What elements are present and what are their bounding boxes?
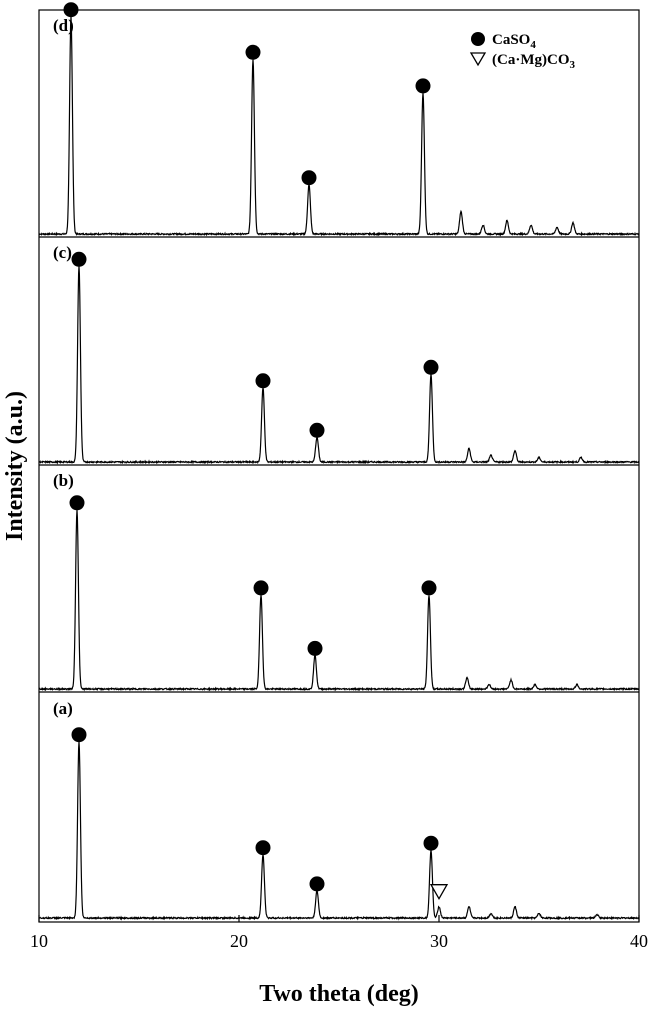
caso4-marker-c-2 bbox=[309, 422, 325, 438]
panel-label-c: (c) bbox=[53, 243, 72, 262]
caso4-marker-d-1 bbox=[245, 44, 261, 60]
x-tick-label-10: 10 bbox=[30, 931, 48, 951]
plot-frame bbox=[38, 9, 640, 923]
x-axis-title: Two theta (deg) bbox=[259, 981, 419, 1007]
caso4-marker-b-3 bbox=[421, 580, 437, 596]
series-line-c bbox=[38, 265, 640, 465]
caso4-marker-a-3 bbox=[423, 835, 439, 851]
series-line-a bbox=[38, 741, 640, 921]
trace-layer bbox=[38, 16, 640, 921]
tick-layer: 10 20 30 40 bbox=[30, 915, 648, 951]
caso4-marker-a-1 bbox=[255, 840, 271, 856]
caso4-marker-c-3 bbox=[423, 359, 439, 375]
legend-label-camgco3: (Ca·Mg)CO3 bbox=[492, 52, 575, 71]
panel-label-a: (a) bbox=[53, 699, 73, 718]
x-tick-label-30: 30 bbox=[430, 931, 448, 951]
panel-label-b: (b) bbox=[53, 471, 74, 490]
marker-layer bbox=[63, 2, 449, 901]
caso4-marker-a-0 bbox=[71, 727, 87, 743]
y-axis-title: Intensity (a.u.) bbox=[2, 391, 28, 541]
caso4-marker-b-1 bbox=[253, 580, 269, 596]
series-line-d bbox=[38, 16, 640, 237]
legend-triangle-marker bbox=[469, 52, 487, 67]
caso4-marker-c-1 bbox=[255, 373, 271, 389]
x-tick-label-20: 20 bbox=[230, 931, 248, 951]
caso4-marker-d-2 bbox=[301, 170, 317, 186]
caso4-marker-d-0 bbox=[63, 2, 79, 18]
legend-label-caso4: CaSO4 bbox=[492, 32, 536, 51]
camgco3-marker-a bbox=[429, 884, 449, 901]
caso4-marker-d-3 bbox=[415, 78, 431, 94]
caso4-marker-b-2 bbox=[307, 640, 323, 656]
caso4-marker-b-0 bbox=[69, 495, 85, 511]
x-tick-label-40: 40 bbox=[630, 931, 648, 951]
legend-circle-marker bbox=[471, 32, 485, 46]
series-line-b bbox=[38, 509, 640, 692]
legend: CaSO4 (Ca·Mg)CO3 bbox=[469, 32, 575, 71]
caso4-marker-a-2 bbox=[309, 876, 325, 892]
panel-label-d: (d) bbox=[53, 16, 74, 35]
caso4-marker-c-0 bbox=[71, 251, 87, 267]
